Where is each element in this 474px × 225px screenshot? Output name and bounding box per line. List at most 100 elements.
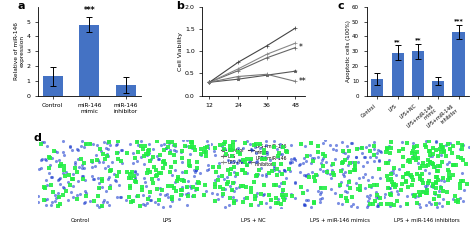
Point xyxy=(346,180,353,183)
Point xyxy=(74,158,82,161)
Point xyxy=(266,205,274,209)
Point xyxy=(202,155,210,158)
Point xyxy=(94,158,101,162)
Point xyxy=(416,177,423,180)
Point xyxy=(141,203,148,207)
Point xyxy=(339,160,346,164)
Point xyxy=(270,167,277,170)
Point xyxy=(145,148,152,152)
Point xyxy=(149,155,156,159)
Point xyxy=(210,149,218,153)
Point xyxy=(327,163,335,166)
Point xyxy=(382,192,389,195)
Point xyxy=(436,184,444,188)
Point xyxy=(190,145,198,148)
Point xyxy=(385,144,392,148)
Point xyxy=(419,190,427,194)
Point xyxy=(240,197,247,200)
Point xyxy=(404,142,411,145)
Point xyxy=(127,200,135,204)
Point xyxy=(131,179,138,182)
Point xyxy=(59,171,66,175)
Point xyxy=(283,148,291,151)
Point xyxy=(195,182,203,185)
Point xyxy=(104,178,112,181)
Point xyxy=(399,140,406,144)
Point xyxy=(117,159,125,163)
Point xyxy=(332,148,340,152)
Point xyxy=(302,159,310,163)
Point xyxy=(328,169,336,172)
Point xyxy=(274,154,282,158)
Point xyxy=(384,178,392,182)
Point xyxy=(307,153,314,157)
Point xyxy=(191,174,198,177)
Point xyxy=(428,186,436,189)
Point xyxy=(260,151,268,154)
Point xyxy=(211,178,219,182)
Point xyxy=(49,190,57,194)
Point xyxy=(255,172,262,176)
Point xyxy=(162,146,170,150)
Point xyxy=(211,185,219,189)
Point xyxy=(68,148,76,151)
Point xyxy=(62,174,69,178)
Y-axis label: Cell Viability: Cell Viability xyxy=(178,32,183,71)
Point xyxy=(79,166,86,170)
Point xyxy=(299,191,306,194)
Point xyxy=(397,188,405,192)
Point xyxy=(89,143,96,146)
Point xyxy=(383,150,390,154)
Point xyxy=(38,157,46,161)
Point xyxy=(427,155,434,158)
Point xyxy=(236,158,243,162)
Point xyxy=(446,148,454,151)
Point xyxy=(78,175,85,178)
Point xyxy=(437,143,444,146)
Point xyxy=(153,154,160,157)
Point xyxy=(361,172,369,175)
Point xyxy=(365,196,373,200)
Point xyxy=(331,158,338,161)
Point xyxy=(316,192,324,195)
Point xyxy=(277,181,284,185)
Point xyxy=(446,176,454,180)
Point xyxy=(64,198,72,201)
Point xyxy=(259,155,266,159)
Point xyxy=(432,140,440,144)
Point xyxy=(273,147,281,151)
Point xyxy=(185,194,192,198)
Point xyxy=(344,200,351,203)
Point xyxy=(86,199,94,202)
Point xyxy=(347,205,355,208)
Point xyxy=(41,158,48,161)
Point xyxy=(425,200,432,204)
Point xyxy=(178,170,186,173)
Point xyxy=(245,160,253,163)
Point xyxy=(126,172,134,176)
Point xyxy=(43,144,51,148)
Point xyxy=(463,182,471,186)
Point xyxy=(185,164,192,167)
Point xyxy=(155,198,163,202)
Point xyxy=(114,174,121,178)
Point xyxy=(168,198,175,201)
Point xyxy=(372,190,380,194)
Point xyxy=(147,158,155,161)
Bar xyxy=(392,53,404,96)
Point xyxy=(263,175,270,178)
Point xyxy=(363,205,371,209)
Point xyxy=(157,171,165,175)
Point xyxy=(86,142,94,145)
Point xyxy=(102,157,109,161)
Point xyxy=(255,169,263,172)
Point xyxy=(133,172,141,176)
Point xyxy=(370,183,378,187)
Point xyxy=(274,155,282,159)
Point xyxy=(434,178,442,182)
Point xyxy=(350,168,358,172)
Point xyxy=(46,157,53,160)
Point xyxy=(314,145,321,148)
Point xyxy=(281,170,289,173)
Point xyxy=(228,161,235,164)
